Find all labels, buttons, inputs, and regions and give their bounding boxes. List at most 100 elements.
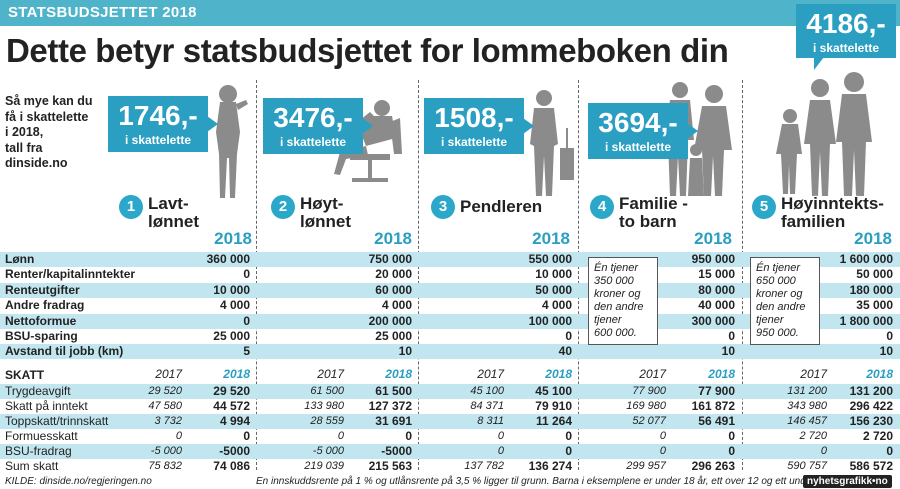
column-divider (742, 80, 743, 470)
publisher-logo: nyhetsgrafikk•no (803, 475, 892, 488)
tax-value-2018: 215 563 (368, 459, 412, 473)
source-text: KILDE: dinside.no/regjeringen.no (5, 476, 152, 487)
tax-value-2018: -5000 (381, 444, 412, 458)
year-prev: 2017 (477, 367, 504, 381)
row-label: Andre fradrag (5, 298, 85, 313)
cell-value: 4 000 (541, 298, 572, 313)
tax-value-2018: 77 900 (698, 384, 735, 398)
cell-value: 80 000 (698, 282, 735, 297)
bubble-tail (362, 118, 373, 134)
household-note: Én tjener 350 000 kroner og den andre tj… (588, 257, 658, 345)
bubble-tail (523, 118, 534, 134)
year-prev: 2017 (317, 367, 344, 381)
savings-bubble: 1508,- i skattelette (424, 98, 534, 154)
tax-value-2018: 0 (565, 429, 572, 443)
profile-number: 4 (590, 195, 614, 219)
cell-value: 10 000 (213, 282, 250, 297)
tax-value-2017: 84 371 (470, 400, 504, 412)
tax-value-2017: 131 200 (787, 385, 827, 397)
cell-value: 4 000 (381, 298, 412, 313)
cell-value: 950 000 (691, 252, 735, 266)
tax-value-2018: 0 (728, 444, 735, 458)
year-curr: 2018 (385, 367, 412, 381)
tax-value-2018: 29 520 (213, 384, 250, 398)
tax-value-2017: 0 (659, 445, 666, 457)
tax-value-2017: -5 000 (312, 445, 344, 457)
row-band (0, 313, 900, 329)
tax-row-label: Formuesskatt (5, 429, 78, 443)
year-prev: 2017 (155, 367, 182, 381)
cell-value: 1 600 000 (839, 252, 893, 266)
tax-value-2018: 74 086 (213, 459, 250, 473)
bubble-tail (687, 123, 698, 139)
cell-value: 0 (243, 267, 250, 282)
tax-heading: SKATT (5, 368, 45, 382)
intro-line: få i skattelette (5, 109, 89, 124)
note-line: 950 000. (756, 327, 799, 339)
savings-amount: 1746,- (118, 100, 198, 131)
cell-value: 200 000 (368, 313, 412, 328)
tax-value-2017: 343 980 (787, 400, 827, 412)
year-curr: 2018 (866, 367, 893, 381)
tax-value-2017: 133 980 (304, 400, 344, 412)
note-line: Én tjener (594, 262, 639, 274)
cell-value: 4 000 (219, 298, 250, 313)
tax-value-2018: 156 230 (849, 414, 893, 428)
cell-value: 50 000 (856, 267, 893, 282)
tax-value-2018: 0 (565, 444, 572, 458)
year-heading: 2018 (532, 229, 570, 248)
tax-value-2017: 8 311 (477, 415, 504, 427)
tax-row-label: Sum skatt (5, 459, 59, 473)
year-prev: 2017 (800, 367, 827, 381)
tax-row-label: BSU-fradrag (5, 444, 72, 458)
tax-value-2018: 0 (243, 429, 250, 443)
note-line: den andre (594, 301, 644, 313)
savings-amount: 3476,- (273, 102, 353, 133)
profile-name-line: Pendleren (460, 197, 543, 216)
cell-value: 300 000 (691, 313, 735, 328)
intro-line: Så mye kan du (5, 94, 93, 108)
savings-bubble: 4186,- i skattelette (796, 4, 896, 70)
tax-value-2017: 0 (497, 445, 504, 457)
profile-name-line: Familie - (619, 194, 688, 213)
cell-value: 15 000 (698, 267, 735, 282)
savings-amount: 4186,- (806, 8, 886, 39)
row-band (0, 282, 900, 298)
intro-line: dinside.no (5, 156, 68, 170)
note-line: 650 000 (756, 275, 796, 287)
cell-value: 750 000 (368, 252, 412, 266)
row-band (0, 444, 900, 459)
profile-name: Lavt- lønnet (148, 195, 199, 231)
footnote: En innskuddsrente på 1 % og utlånsrente … (256, 476, 843, 487)
row-label: Nettoformue (5, 313, 77, 328)
savings-label: i skattelette (604, 140, 672, 154)
row-band (0, 344, 900, 360)
commuter-silhouette (530, 90, 574, 196)
tax-value-2018: 79 910 (535, 399, 572, 413)
tax-value-2017: 0 (497, 430, 504, 442)
cell-value: 5 (243, 344, 250, 359)
bubble-tail (207, 116, 218, 132)
tax-value-2018: 131 200 (849, 384, 893, 398)
note-line: 350 000 (594, 275, 634, 287)
savings-label: i skattelette (812, 41, 880, 55)
cell-value: 40 000 (698, 298, 735, 313)
cell-value: 0 (728, 329, 735, 343)
cell-value: 40 (558, 344, 572, 359)
woman-phone-silhouette (216, 85, 248, 198)
tax-value-2018: 136 274 (528, 459, 572, 473)
note-line: 600 000. (594, 327, 637, 339)
year-prev: 2017 (639, 367, 666, 381)
tax-value-2017: 146 457 (787, 415, 827, 427)
tax-value-2018: 127 372 (368, 399, 412, 413)
kicker: STATSBUDSJETTET 2018 (8, 4, 197, 21)
tax-value-2017: 75 832 (148, 460, 182, 472)
tax-row-label: Toppskatt/trinnskatt (5, 414, 109, 428)
tax-value-2017: 0 (820, 445, 827, 457)
year-curr: 2018 (545, 367, 572, 381)
note-line: den andre (756, 301, 806, 313)
tax-value-2017: 47 580 (148, 400, 182, 412)
tax-value-2017: 0 (175, 430, 182, 442)
savings-label: i skattelette (279, 135, 347, 149)
savings-bubble: 3476,- i skattelette (263, 98, 373, 154)
